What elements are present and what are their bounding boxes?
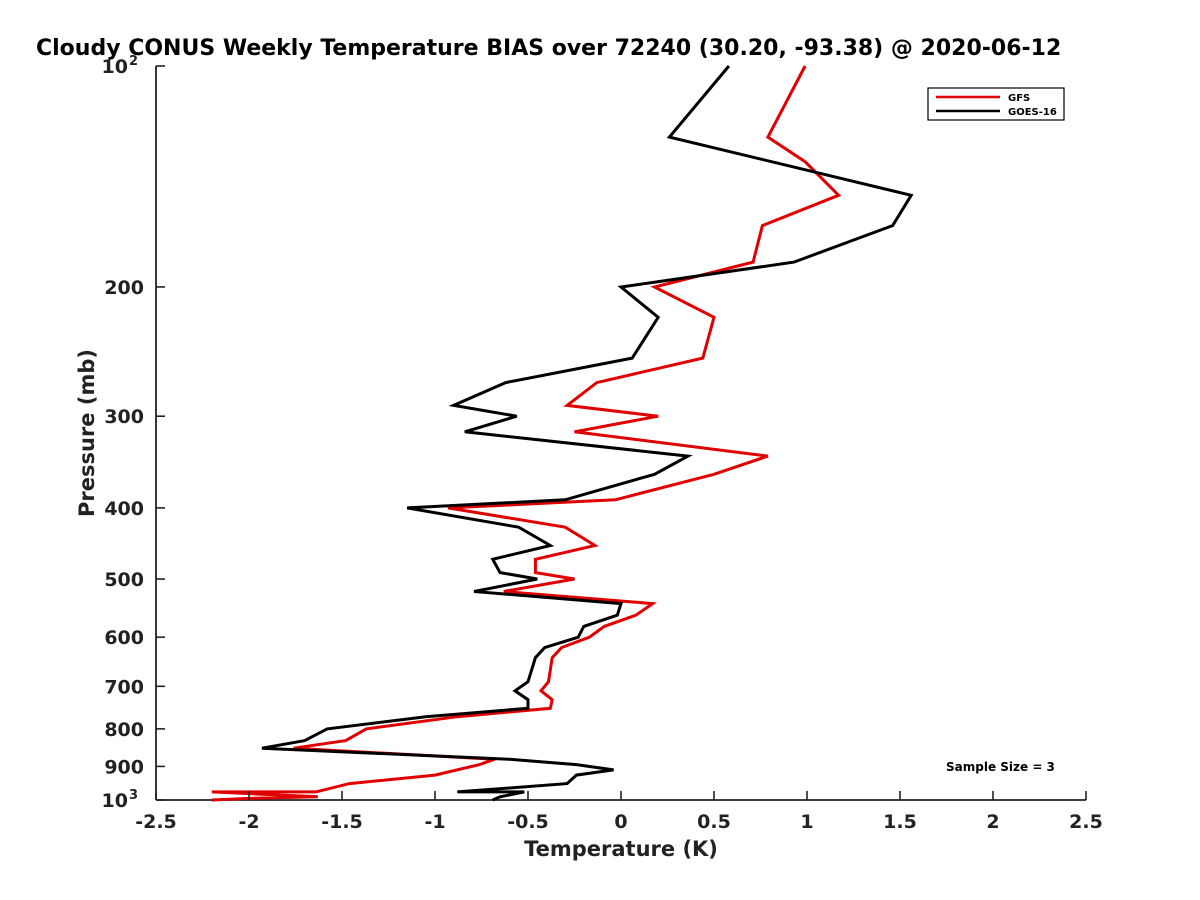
legend-label-gfs: GFS (1008, 93, 1030, 104)
y-tick-label: 600 (104, 627, 144, 649)
y-tick-label: 200 (104, 277, 144, 299)
sample-size-annotation: Sample Size = 3 (946, 760, 1055, 774)
y-tick-label: 700 (104, 676, 144, 698)
x-tick-label: -1.5 (321, 811, 363, 833)
y-axis-label: Pressure (mb) (75, 349, 99, 517)
y-tick-exponent: 2 (129, 54, 138, 69)
y-tick-label: 400 (104, 498, 144, 520)
y-tick-label: 900 (104, 756, 144, 778)
x-tick-label: 1.5 (883, 811, 917, 833)
series-layer (211, 65, 914, 802)
y-tick-label: 10 (102, 56, 128, 78)
x-tick-label: 0.5 (697, 811, 731, 833)
y-tick-label: 500 (104, 569, 144, 591)
y-tick-label: 800 (104, 719, 144, 741)
legend-box (927, 87, 1065, 121)
x-ticks: -2.5 -2 -1.5 -1 -0.5 0 0.5 1 1.5 2 2.5 (135, 791, 1103, 833)
x-tick-label: -1 (424, 811, 445, 833)
chart-title: Cloudy CONUS Weekly Temperature BIAS ove… (36, 36, 1061, 61)
plot-area (155, 66, 1086, 801)
x-tick-label: -0.5 (507, 811, 549, 833)
x-tick-label: -2 (238, 811, 259, 833)
x-tick-label: 0 (614, 811, 627, 833)
x-tick-label: -2.5 (135, 811, 177, 833)
legend: GFS GOES-16 (927, 87, 1065, 121)
x-tick-label: 1 (800, 811, 813, 833)
y-tick-label: 10 (102, 790, 128, 812)
legend-label-goes16: GOES-16 (1008, 107, 1057, 118)
x-tick-label: 2 (986, 811, 999, 833)
y-tick-exponent: 3 (129, 788, 138, 803)
y-tick-label: 300 (104, 406, 144, 428)
series-line-gfs (211, 65, 842, 802)
x-tick-label: 2.5 (1069, 811, 1103, 833)
x-axis-label: Temperature (K) (524, 837, 718, 861)
series-line-goes-16 (261, 65, 914, 802)
